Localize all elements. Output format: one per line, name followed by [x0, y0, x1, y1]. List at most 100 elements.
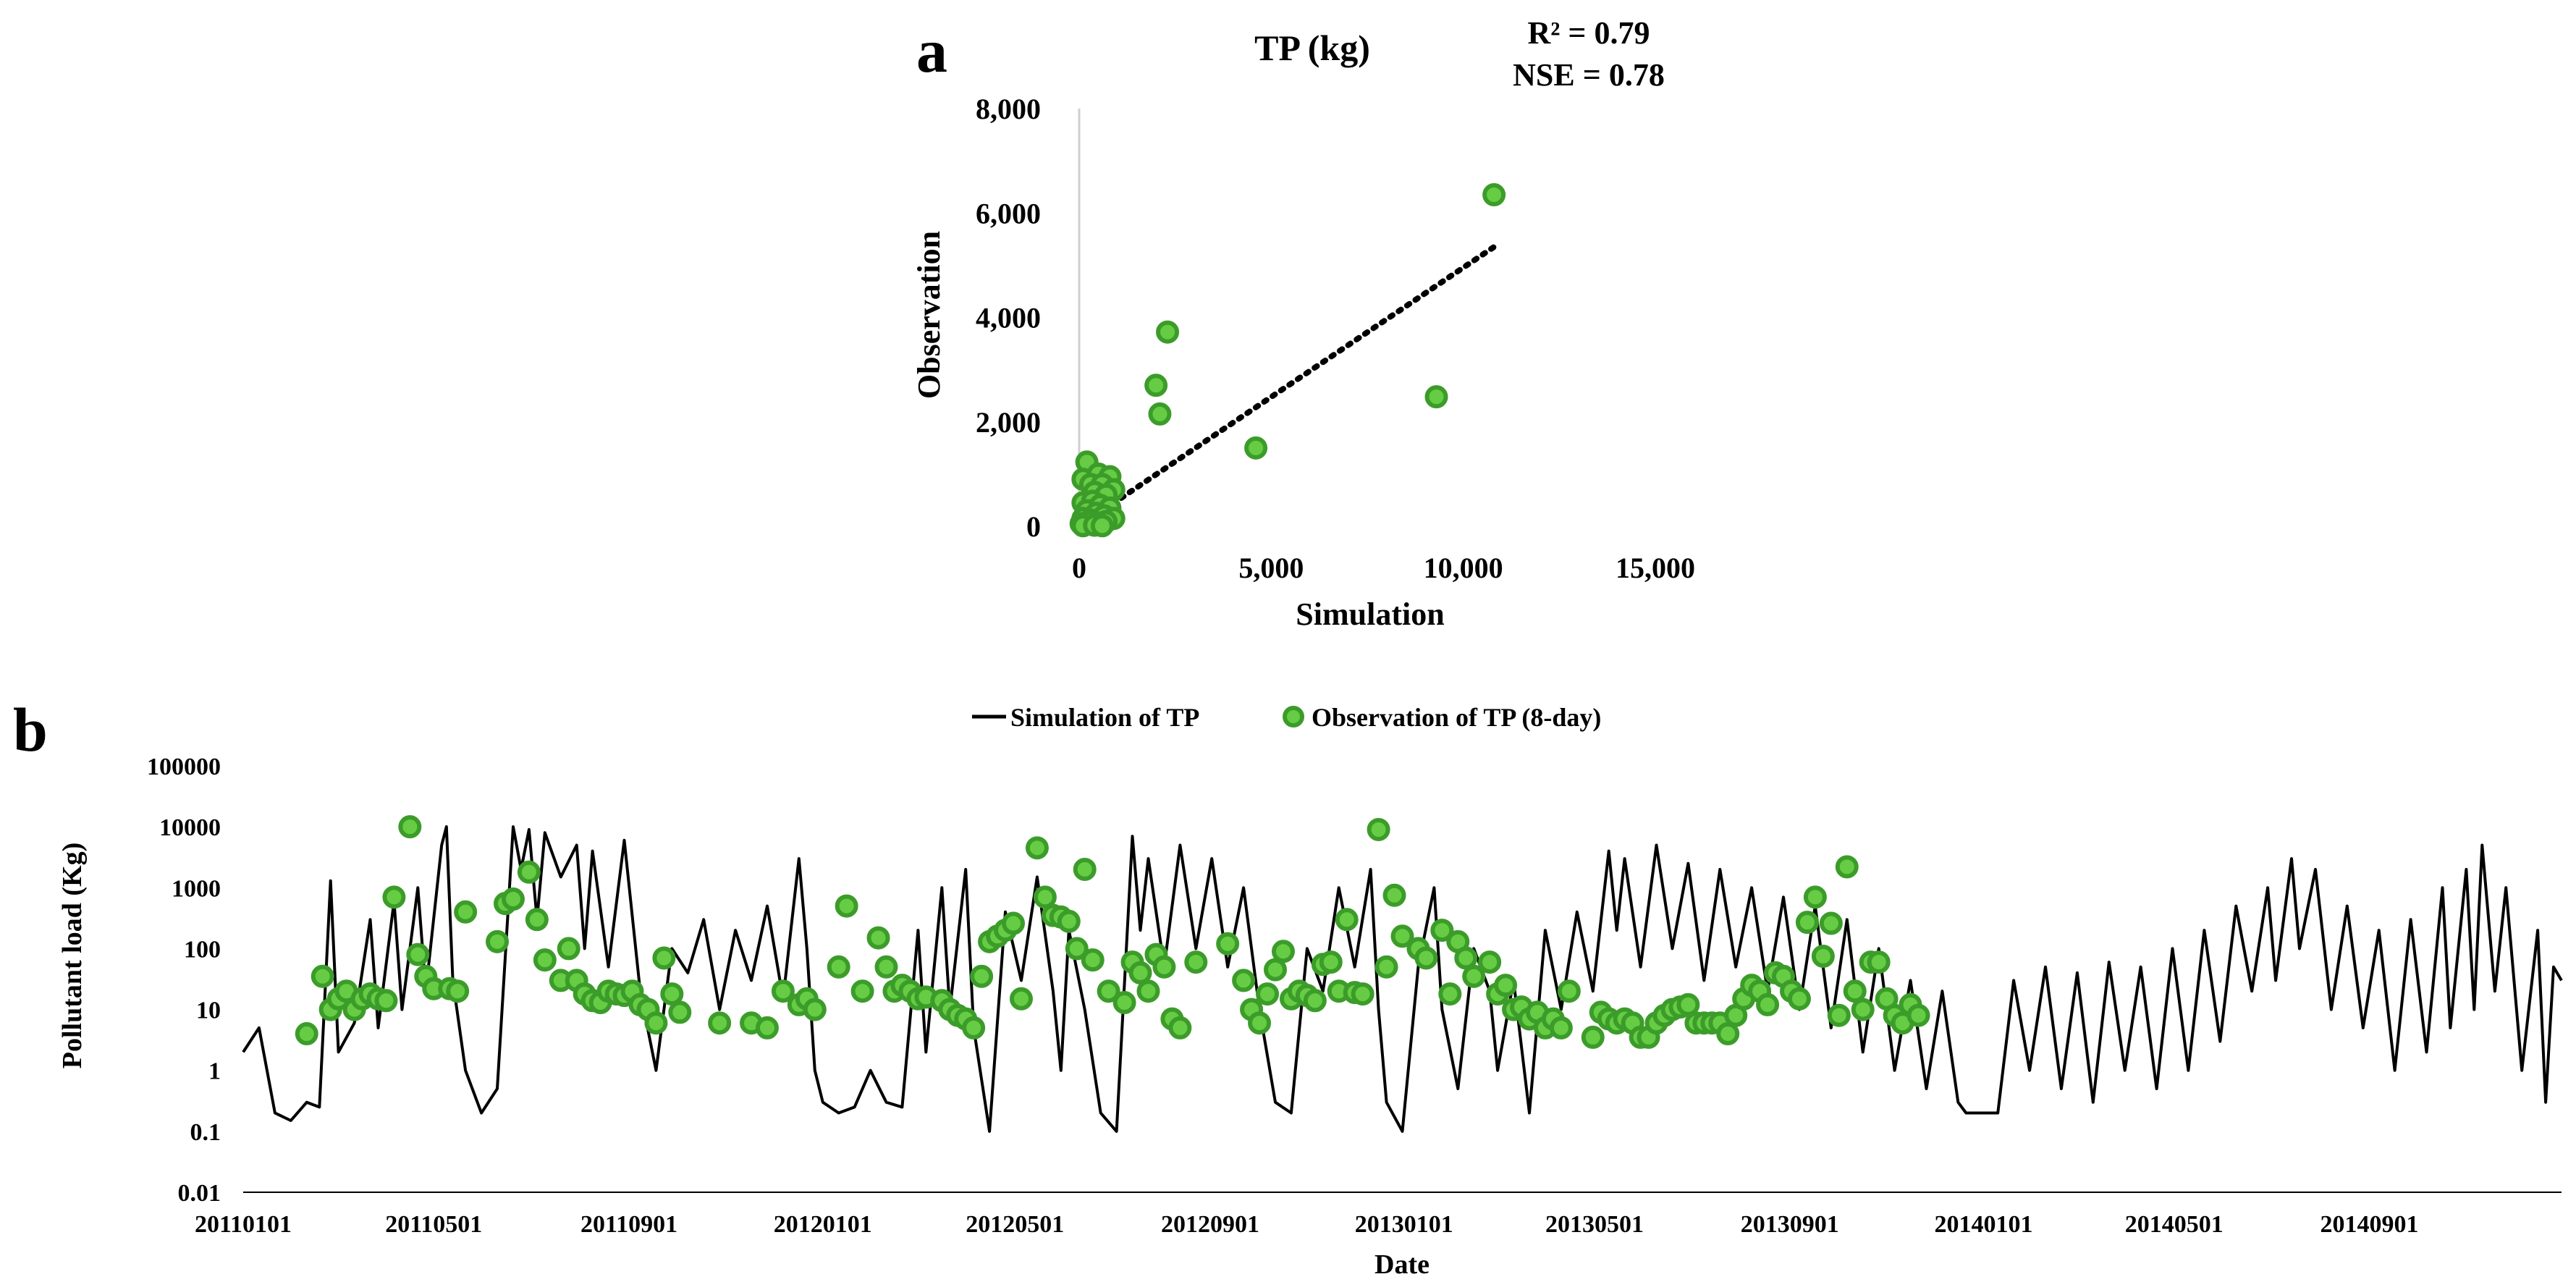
observation-point — [1351, 982, 1374, 1006]
panel-b-x-tick-label: 20130501 — [1545, 1211, 1644, 1238]
panel-b-x-tick-label: 20120501 — [966, 1211, 1064, 1238]
observation-point — [1081, 948, 1105, 972]
observation-point — [660, 982, 684, 1006]
observation-point — [557, 937, 580, 961]
panel-a-y-ticks: 0 2,000 4,000 6,000 8,000 — [976, 93, 1041, 543]
legend-simulation-label: Simulation of TP — [1010, 703, 1199, 732]
panel-a-x-tick-label: 15,000 — [1616, 552, 1695, 584]
panel-b-y-tick-label: 10000 — [159, 814, 221, 841]
observation-point — [668, 1000, 692, 1024]
observation-point — [1454, 946, 1478, 970]
panel-b-x-label: Date — [1374, 1249, 1430, 1280]
panel-b-x-ticks: 20110101 20110501 20110901 20120101 20120501… — [195, 1211, 2419, 1238]
scatter-point — [1244, 436, 1268, 460]
observation-point — [1128, 961, 1152, 984]
observation-point — [1367, 817, 1390, 841]
panel-b-y-tick-label: 0.01 — [178, 1180, 221, 1207]
observation-point — [1581, 1025, 1605, 1049]
panel-b-y-tick-label: 1 — [208, 1058, 221, 1085]
scatter-point — [1148, 402, 1172, 426]
panel-a-points — [1069, 183, 1506, 538]
observation-point — [446, 979, 470, 1003]
observation-point — [1065, 937, 1089, 961]
panel-a-x-tick-label: 10,000 — [1424, 552, 1503, 584]
observation-point — [1557, 979, 1581, 1003]
observation-point — [1462, 964, 1486, 988]
observation-point — [970, 964, 994, 988]
observation-point — [1374, 955, 1398, 979]
observation-point — [1414, 946, 1438, 970]
observation-point — [1843, 979, 1867, 1003]
observation-point — [1906, 1003, 1930, 1027]
observation-point — [1263, 958, 1287, 982]
observation-point — [1184, 950, 1208, 974]
observation-point — [406, 942, 430, 966]
panel-b-y-tick-label: 10 — [196, 998, 221, 1024]
observation-point — [803, 998, 827, 1021]
observation-point — [1216, 932, 1240, 956]
observation-point — [1390, 924, 1414, 948]
observation-point — [1811, 944, 1835, 968]
panel-b-x-tick-label: 20140501 — [2125, 1211, 2224, 1238]
observation-point — [1756, 992, 1780, 1016]
observation-point — [1112, 990, 1136, 1014]
observation-point — [1676, 992, 1700, 1016]
panel-a-y-tick-label: 6,000 — [976, 197, 1041, 229]
observation-point — [1867, 950, 1891, 974]
panel-a-y-tick-label: 4,000 — [976, 302, 1041, 334]
observation-point — [1787, 987, 1811, 1011]
observation-point — [311, 964, 334, 988]
trendline — [1076, 244, 1498, 529]
observation-point — [1256, 982, 1280, 1006]
observation-point — [1803, 885, 1827, 909]
observation-point — [1549, 1016, 1573, 1039]
observation-point — [962, 1016, 986, 1039]
panel-b-label: b — [13, 695, 48, 764]
scatter-point — [1156, 320, 1180, 344]
observation-point — [1009, 987, 1033, 1011]
observation-point — [1494, 974, 1518, 998]
observation-point — [755, 1016, 779, 1039]
panel-a-x-ticks: 0 5,000 10,000 15,000 — [1072, 552, 1695, 584]
observation-point — [1002, 911, 1026, 935]
observation-point — [1271, 940, 1295, 963]
observation-point — [1248, 1011, 1272, 1035]
observation-point — [1136, 979, 1160, 1003]
observation-point — [1430, 919, 1454, 942]
observation-point — [1025, 836, 1049, 860]
legend-observation-label: Observation of TP (8-day) — [1312, 703, 1601, 732]
observation-point — [533, 948, 557, 972]
panel-b-y-tick-label: 0.1 — [190, 1119, 221, 1146]
observation-point — [1152, 955, 1176, 979]
observation-point — [1319, 950, 1343, 974]
observation-point — [1382, 883, 1406, 907]
panel-b-x-tick-label: 20130101 — [1355, 1211, 1453, 1238]
observation-point — [374, 989, 398, 1013]
observation-point — [771, 979, 795, 1003]
observation-point — [1819, 911, 1843, 935]
observation-point — [866, 926, 890, 950]
observation-point — [1851, 998, 1875, 1021]
panel-b-x-tick-label: 20130901 — [1741, 1211, 1839, 1238]
panel-b-x-tick-label: 20120101 — [774, 1211, 872, 1238]
panel-a-y-tick-label: 8,000 — [976, 93, 1041, 125]
panel-a: a TP (kg) R² = 0.79 NSE = 0.78 0 2,000 4,0… — [911, 15, 1695, 632]
observation-point — [454, 900, 478, 924]
observation-point — [1478, 950, 1502, 974]
panel-a-x-tick-label: 0 — [1072, 552, 1086, 584]
panel-b-y-tick-label: 100000 — [147, 754, 221, 780]
observation-point — [1097, 979, 1120, 1003]
observation-point — [1033, 885, 1057, 909]
panel-a-y-tick-label: 0 — [1026, 510, 1041, 543]
panel-b-y-tick-label: 1000 — [172, 875, 221, 902]
panel-b-x-tick-label: 20140101 — [1934, 1211, 2032, 1238]
observation-point — [835, 894, 858, 918]
observation-point — [1827, 1003, 1851, 1027]
simulation-line — [242, 825, 2563, 1133]
observation-point — [1716, 1022, 1740, 1046]
scatter-point — [1090, 514, 1114, 538]
observation-point — [1335, 908, 1359, 932]
observation-point — [501, 887, 525, 911]
observation-point — [525, 908, 549, 932]
